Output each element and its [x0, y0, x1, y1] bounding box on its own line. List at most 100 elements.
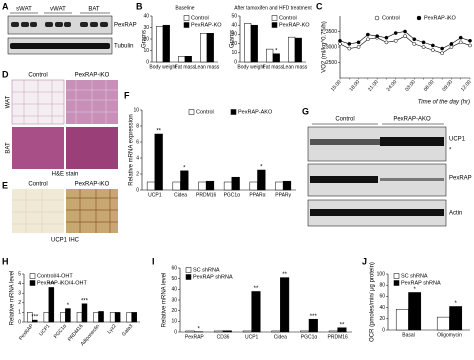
x-axis-label: Time of the day (hr)	[418, 100, 470, 106]
y-tick-label: 1	[18, 310, 21, 316]
legend-label: PexRAP-iKO	[424, 15, 457, 21]
y-tick-label: 60	[171, 265, 177, 271]
significance: *	[67, 303, 70, 309]
legend-swatch	[393, 280, 400, 286]
caption: H&E stain	[52, 172, 79, 178]
y-tick-label: 0	[234, 59, 237, 65]
row-label: PexRAP	[449, 176, 472, 182]
bar	[337, 327, 347, 333]
bar	[48, 287, 55, 323]
point	[393, 31, 398, 35]
legend-swatch	[29, 280, 36, 286]
point	[412, 42, 417, 46]
x-tick-label: Gata3	[121, 323, 134, 337]
significance: ***	[48, 282, 56, 288]
x-tick-label: 12:00	[460, 79, 473, 93]
y-tick-label: 0	[18, 319, 21, 325]
bar	[162, 24, 170, 63]
y-tick-label: 80	[379, 283, 385, 289]
y-tick-label: 50	[171, 276, 177, 282]
bar	[308, 318, 318, 333]
bar	[257, 169, 266, 191]
y-tick-label: 20	[379, 316, 385, 322]
y-tick-label: 0	[174, 329, 177, 335]
legend-swatch	[416, 15, 422, 21]
legend-label: Control	[279, 15, 297, 21]
x-tick-label: PexRAP	[18, 323, 35, 342]
significance: *	[275, 48, 278, 54]
histology	[66, 189, 118, 233]
chart-title: After tamoxifen and HFD treatment	[234, 5, 312, 11]
y-tick-label: 5	[18, 271, 21, 277]
legend-swatch	[393, 273, 400, 279]
bar	[172, 181, 181, 191]
bar	[200, 33, 208, 63]
y-tick-label: 20	[171, 308, 177, 314]
legend-swatch	[29, 273, 36, 279]
x-tick-label: UCP1	[245, 334, 259, 340]
y-axis-label: Grams	[142, 30, 148, 48]
y-tick-label: 4	[18, 281, 21, 287]
point	[356, 45, 361, 49]
y-tick-label: 3	[18, 291, 21, 297]
bar	[205, 180, 215, 191]
significance: ***	[310, 314, 318, 320]
panel-letter: I	[152, 256, 155, 266]
panel-g: G Control PexRAP-AKO UCP1 * PexRAP Actin	[302, 106, 472, 227]
y-tick-label: 60	[379, 294, 385, 300]
y-tick-label: 0	[382, 327, 385, 333]
panel-letter: D	[2, 69, 9, 79]
y-tick-label: 30	[143, 25, 149, 31]
y-tick-label: 10	[143, 48, 149, 54]
significance: *	[454, 301, 457, 307]
panel-d: D Control PexRAP-iKO WAT BAT H&E stain	[2, 69, 118, 178]
legend-swatch	[271, 15, 278, 21]
significance: **	[156, 129, 161, 135]
bar	[93, 312, 99, 323]
point	[412, 37, 417, 42]
bar	[282, 180, 292, 191]
bar	[198, 181, 207, 191]
legend-label: PexRAP-KO	[191, 22, 222, 28]
bar	[32, 319, 38, 323]
y-tick-label: 30	[231, 32, 237, 38]
point	[421, 40, 426, 45]
y-axis-label: OCR (pmoles/min/ μg protein)	[370, 262, 376, 342]
y-axis-label: VO2 (ml/kg^0.75/h)	[322, 21, 328, 73]
y-tick-label: 40	[143, 13, 149, 19]
x-tick-label: UCP1	[38, 323, 51, 337]
x-tick-label: Lean mass	[283, 64, 308, 70]
point	[403, 29, 407, 34]
x-tick-label: 03:00	[404, 79, 417, 93]
y-tick-label: 10	[231, 50, 237, 56]
x-tick-label: CD36	[217, 334, 230, 340]
x-tick-label: Body weight	[149, 64, 177, 70]
point	[384, 35, 389, 40]
y-tick-label: 0	[146, 59, 149, 65]
point	[431, 48, 435, 52]
x-tick-label: 09:00	[441, 79, 454, 93]
x-tick-label: PGC1α	[224, 192, 241, 198]
group-label: PexRAP-AKO	[393, 117, 431, 123]
x-tick-label: Cidea	[174, 192, 187, 198]
y-tick-label: 10	[171, 319, 177, 325]
point	[384, 40, 389, 45]
x-tick-label: Fat mass	[175, 64, 196, 70]
x-tick-label: UCP1	[148, 192, 162, 198]
significance: **	[340, 322, 345, 328]
y-tick-label: 100	[377, 271, 386, 277]
point	[338, 38, 342, 43]
bar	[300, 330, 310, 333]
x-tick-label: PexRAP	[185, 334, 205, 340]
legend-swatch	[183, 15, 190, 21]
point	[440, 51, 444, 56]
point	[449, 45, 454, 49]
bar	[244, 23, 252, 63]
y-axis-label: Relative mRNA level	[162, 273, 168, 328]
point	[375, 34, 379, 39]
bar	[249, 181, 258, 191]
histology	[12, 127, 64, 169]
bar	[178, 56, 186, 63]
bar	[251, 291, 261, 333]
significance: *	[413, 287, 416, 293]
